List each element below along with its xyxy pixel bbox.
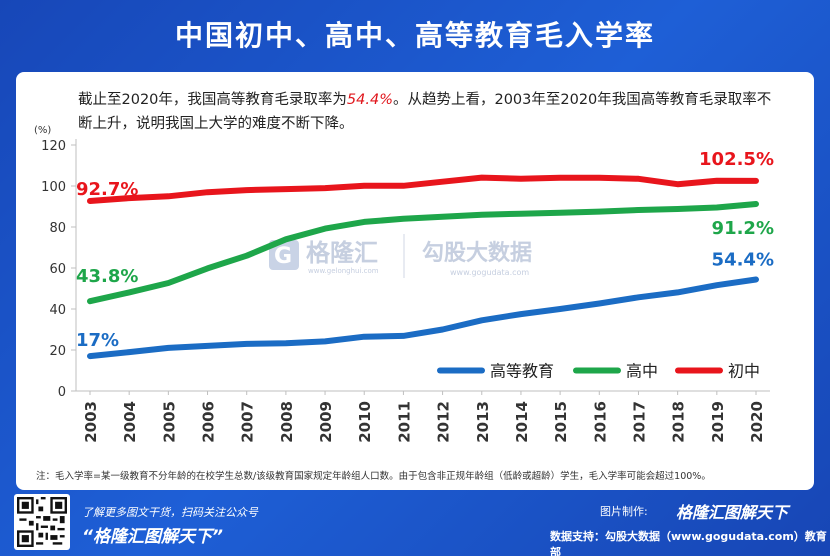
x-tick-label: 2018 — [670, 401, 688, 443]
chart-legend: 高等教育 高中 初中 — [437, 362, 760, 381]
chart-series — [87, 174, 759, 360]
start-value-label: 43.8% — [76, 266, 138, 287]
y-tick-label: 100 — [41, 180, 66, 195]
x-tick-label: 2015 — [552, 401, 570, 443]
watermark-logo-icon — [269, 240, 299, 270]
x-tick-label: 2011 — [395, 401, 413, 443]
description-highlight: 54.4% — [346, 92, 393, 108]
y-tick-label: 120 — [41, 139, 66, 154]
qr-code[interactable] — [14, 494, 70, 550]
watermark-source-text: 勾股大数据 — [422, 240, 532, 266]
x-tick-label: 2017 — [630, 401, 648, 443]
x-tick-label: 2003 — [82, 401, 100, 443]
watermark-logo-url: www.gelonghui.com — [308, 267, 379, 275]
x-tick-label: 2019 — [709, 401, 727, 443]
legend-label: 初中 — [728, 362, 760, 381]
y-axis-unit: (%) — [34, 125, 51, 136]
x-tick-label: 2014 — [513, 401, 531, 443]
legend-label: 高等教育 — [490, 362, 554, 381]
series-line-高等教育 — [87, 276, 759, 360]
footnote: 注：毛入学率=某一级教育不分年龄的在校学生总数/该级教育国家规定年龄组人口数。由… — [36, 471, 711, 482]
chart-data-labels: 17% 54.4% 43.8% 91.2% 92.7% 102.5% — [76, 149, 774, 351]
promo-line-1: 了解更多图文干货，扫码关注公众号 — [82, 506, 258, 519]
series-line-初中 — [87, 174, 759, 204]
line-chart: G 格隆汇 www.gelonghui.com 勾股大数据 www.goguda… — [34, 125, 774, 443]
end-value-label: 102.5% — [699, 149, 774, 170]
watermark-logo-text: 格隆汇 — [306, 239, 378, 267]
x-tick-label: 2010 — [356, 401, 374, 443]
x-tick-label: 2016 — [591, 401, 609, 443]
start-value-label: 92.7% — [76, 179, 138, 200]
credit-label: 图片制作: — [600, 505, 648, 518]
credit-logo: 格隆汇图解天下 — [676, 503, 789, 522]
x-tick-label: 2012 — [435, 401, 453, 443]
description-text-1: 截止至2020年，我国高等教育毛录取率为 — [78, 92, 347, 108]
x-tick-label: 2020 — [748, 401, 766, 443]
x-tick-label: 2009 — [317, 401, 335, 443]
y-tick-label: 80 — [49, 221, 66, 236]
x-tick-label: 2008 — [278, 401, 296, 443]
y-tick-label: 0 — [58, 385, 66, 400]
watermark: G 格隆汇 www.gelonghui.com 勾股大数据 www.goguda… — [269, 234, 532, 278]
end-value-label: 91.2% — [712, 218, 774, 239]
description-text-2: 。从趋势上看，2003年至2020年我国高等教育毛录取率不断上升，说明我国上大学… — [78, 92, 772, 132]
y-tick-label: 60 — [49, 262, 66, 277]
watermark-logo-glyph: G — [274, 244, 292, 269]
x-tick-label: 2005 — [160, 401, 178, 443]
y-tick-label: 20 — [49, 344, 66, 359]
chart-panel — [16, 72, 814, 490]
x-tick-label: 2007 — [239, 401, 257, 443]
x-tick-label: 2006 — [200, 401, 218, 443]
y-tick-label: 40 — [49, 303, 66, 318]
promo-line-2: “格隆汇图解天下” — [82, 527, 223, 547]
legend-label: 高中 — [626, 362, 658, 381]
description: 截止至2020年，我国高等教育毛录取率为54.4%。从趋势上看，2003年至20… — [78, 88, 778, 136]
end-value-label: 54.4% — [712, 249, 774, 270]
watermark-source-url: www.gogudata.com — [450, 268, 529, 277]
page-title: 中国初中、高中、高等教育毛入学率 — [174, 19, 655, 52]
series-line-高中 — [87, 201, 759, 305]
data-support: 数据支持：勾股大数据（www.gogudata.com）教育部 — [550, 530, 827, 556]
start-value-label: 17% — [76, 330, 119, 351]
x-tick-label: 2004 — [121, 401, 139, 443]
x-tick-label: 2013 — [474, 401, 492, 443]
qr-code-icon — [17, 497, 67, 547]
chart-grid: (%) 0 20 40 60 80 100 120 2003 2004 2005 2006 2007 20… — [34, 125, 770, 443]
